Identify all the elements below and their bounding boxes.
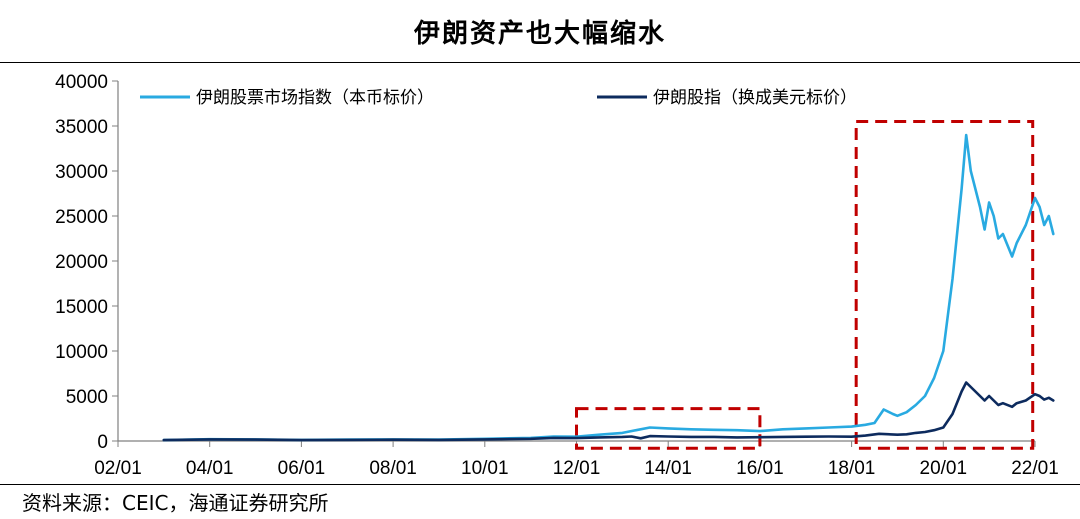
x-tick-label: 12/01 — [553, 458, 601, 479]
y-tick-label: 15000 — [55, 297, 108, 318]
x-tick-label: 10/01 — [461, 458, 509, 479]
y-tick-label: 25000 — [55, 207, 108, 228]
legend: 伊朗股票市场指数（本币标价） 伊朗股指（换成美元标价） — [140, 88, 857, 108]
source-note: 资料来源：CEIC，海通证券研究所 — [22, 491, 329, 515]
line-chart: 0 5000 10000 15000 20000 25000 30000 35000 40000… — [55, 72, 1059, 479]
y-axis-tick-labels: 0 5000 10000 15000 20000 25000 30000 35000 40000 — [55, 72, 108, 453]
y-tick-label: 30000 — [55, 162, 108, 183]
x-tick-label: 22/01 — [1011, 458, 1059, 479]
x-tick-label: 08/01 — [369, 458, 417, 479]
y-tick-label: 20000 — [55, 252, 108, 273]
x-tick-label: 14/01 — [644, 458, 692, 479]
x-tick-label: 04/01 — [186, 458, 234, 479]
x-tick-label: 02/01 — [94, 458, 142, 479]
chart-title: 伊朗资产也大幅缩水 — [413, 18, 666, 49]
x-tick-label: 18/01 — [828, 458, 876, 479]
footer-divider — [0, 484, 1080, 485]
x-axis-tick-labels: 02/01 04/01 06/01 08/01 10/01 12/01 14/01 16/01… — [94, 458, 1059, 479]
highlight-box-2012-2016 — [575, 407, 762, 450]
y-tick-label: 35000 — [55, 117, 108, 138]
x-tick-label: 16/01 — [736, 458, 784, 479]
series-line-usd — [162, 381, 1055, 442]
axes-layer — [112, 80, 1036, 447]
y-tick-label: 40000 — [55, 72, 108, 93]
y-tick-label: 0 — [97, 432, 108, 453]
x-tick-label: 06/01 — [278, 458, 326, 479]
legend-label-usd: 伊朗股指（换成美元标价） — [653, 88, 857, 108]
x-tick-label: 20/01 — [920, 458, 968, 479]
highlight-boxes — [575, 120, 1035, 450]
highlight-box-2018-2022 — [854, 120, 1035, 450]
legend-label-local: 伊朗股票市场指数（本币标价） — [196, 88, 434, 108]
title-divider — [0, 62, 1080, 63]
y-tick-label: 10000 — [55, 342, 108, 363]
series-line-local-currency — [162, 133, 1055, 442]
y-tick-label: 5000 — [66, 387, 108, 408]
series-layer — [162, 133, 1055, 442]
